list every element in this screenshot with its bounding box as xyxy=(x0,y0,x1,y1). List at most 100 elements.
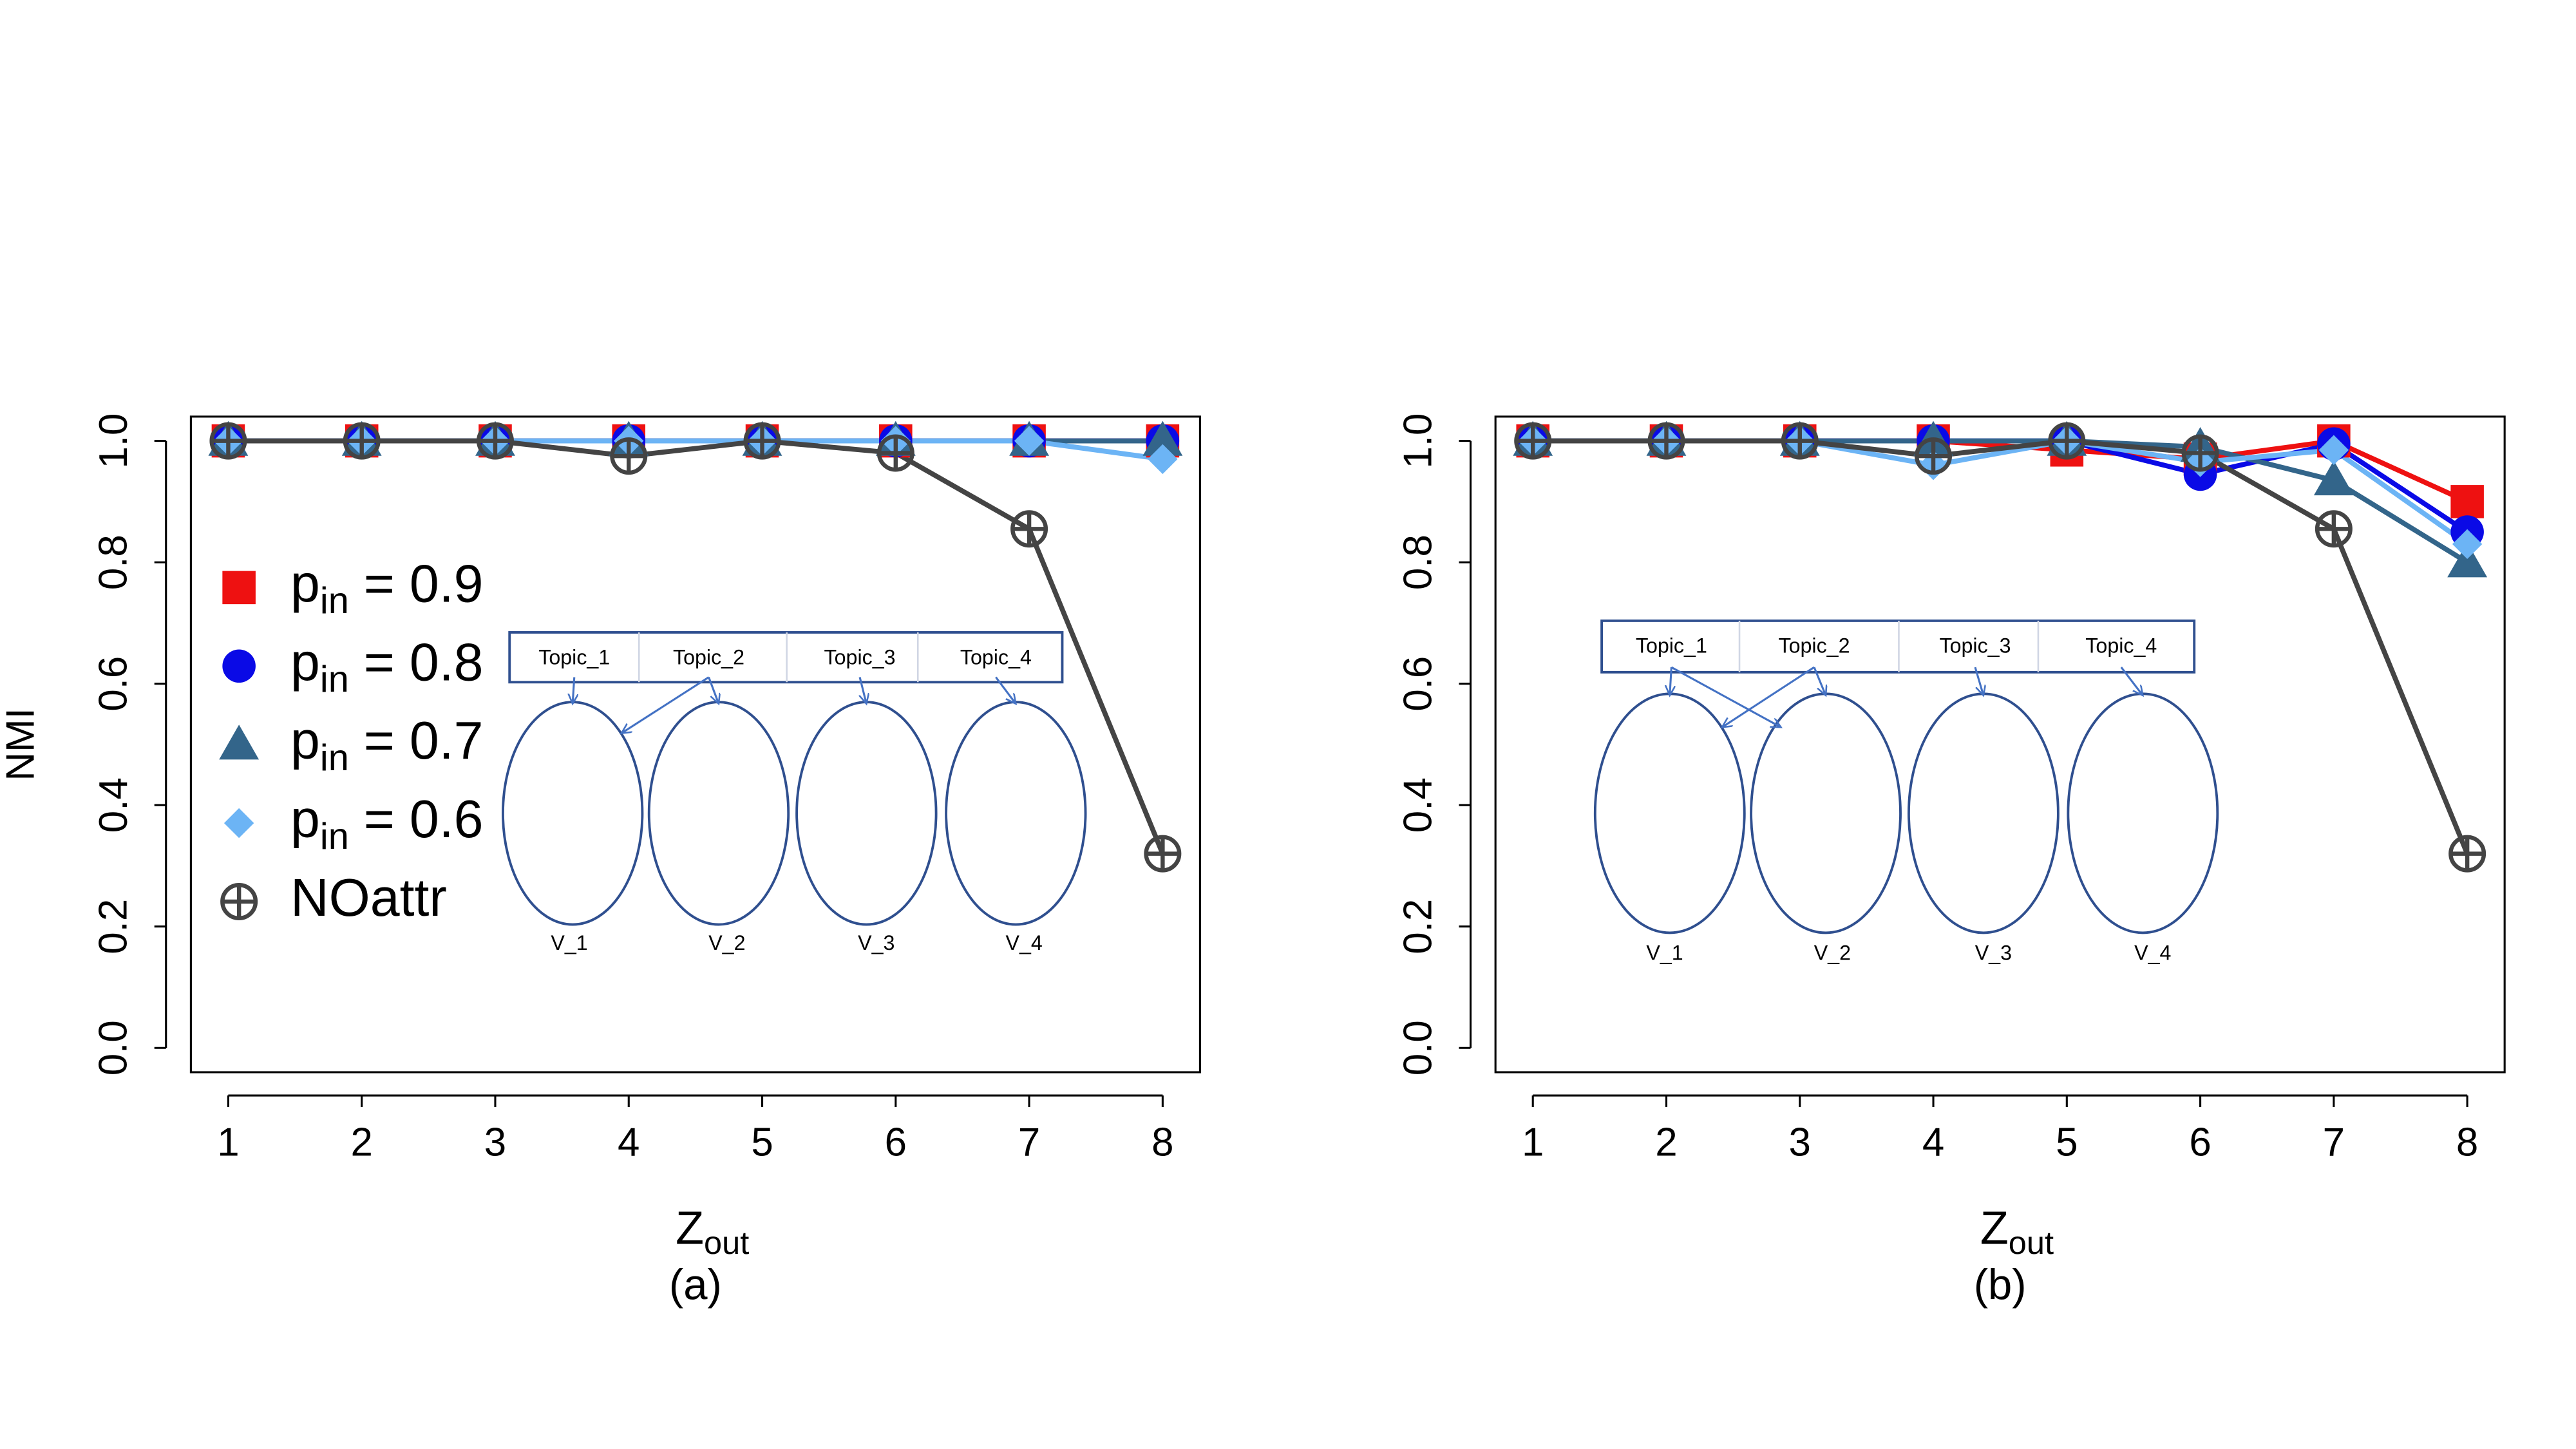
node-ellipse xyxy=(1593,692,1746,934)
node-ellipse xyxy=(501,701,644,926)
series-line xyxy=(1533,438,2470,855)
node-ellipse xyxy=(2067,692,2219,934)
y-tick-label: 0.6 xyxy=(1396,656,1441,712)
marker-diamond xyxy=(223,808,254,838)
marker-circle-plus xyxy=(610,437,648,475)
marker-circle-plus xyxy=(1915,437,1953,475)
y-tick-label: 0.2 xyxy=(91,899,136,954)
x-axis-label: Zout xyxy=(1980,1202,2054,1261)
marker-diamond xyxy=(2318,435,2349,465)
x-tick-label: 3 xyxy=(1789,1121,1811,1165)
y-tick-label: 0.4 xyxy=(91,777,136,833)
topic-label: Topic_4 xyxy=(960,646,1032,669)
topic-label: Topic_3 xyxy=(824,646,896,669)
plot-box xyxy=(1494,415,2506,1074)
x-tick-label: 4 xyxy=(1922,1121,1944,1165)
node-label: V_2 xyxy=(708,931,745,954)
x-tick-label: 8 xyxy=(2456,1121,2478,1165)
node-label: V_4 xyxy=(1006,931,1043,954)
subtitle: (b) xyxy=(1974,1261,2027,1309)
marker-triangle xyxy=(2313,460,2354,496)
subtitle: (a) xyxy=(669,1261,722,1309)
x-tick-label: 7 xyxy=(2323,1121,2345,1165)
marker-circle-plus xyxy=(1010,510,1048,548)
plot: 0.0 0.2 0.4 0.6 0.8 1.0 1 2 3 4 5 6 7 8 Zout(a) NMI Topi… xyxy=(0,413,1201,1309)
y-tick-label: 1.0 xyxy=(1396,413,1441,469)
marker-circle-plus xyxy=(2181,434,2219,472)
marker-circle-plus xyxy=(2048,422,2086,460)
topic-arrow xyxy=(708,677,719,704)
topic-arrow xyxy=(573,677,574,704)
y-tick-label: 0.8 xyxy=(1396,535,1441,590)
y-axis-label: NMI xyxy=(0,708,43,781)
y-tick-label: 0.0 xyxy=(91,1020,136,1075)
topic-arrow xyxy=(1974,667,1984,696)
series-line xyxy=(228,438,1165,855)
legend-label: NOattr xyxy=(290,868,447,927)
x-tick-label: 6 xyxy=(885,1121,907,1165)
node-ellipse xyxy=(1907,692,2060,934)
node-ellipse xyxy=(1750,692,1902,934)
marker-square xyxy=(2450,485,2484,518)
marker-circle xyxy=(222,649,256,683)
topic-arrow xyxy=(1671,666,1781,727)
node-ellipse xyxy=(647,701,790,926)
marker-circle-plus xyxy=(1647,422,1685,460)
x-tick-label: 3 xyxy=(484,1121,506,1165)
y-tick-label: 0.8 xyxy=(91,535,136,590)
x-tick-label: 4 xyxy=(618,1121,639,1165)
topic-arrow xyxy=(1813,667,1826,696)
x-tick-label: 7 xyxy=(1018,1121,1040,1165)
marker-circle-plus xyxy=(1514,422,1552,460)
topic-label: Topic_4 xyxy=(2085,634,2157,658)
topic-arrow xyxy=(621,676,710,734)
node-label: V_3 xyxy=(858,931,895,954)
marker-circle-plus xyxy=(2448,835,2486,873)
inset-diagram: Topic_1 Topic_2 Topic_3 Topic_4 V_1 V_2 V_3 V_4 xyxy=(501,631,1087,954)
x-tick-label: 2 xyxy=(351,1121,373,1165)
x-tick-label: 5 xyxy=(2056,1121,2078,1165)
marker-circle-plus xyxy=(1781,422,1819,460)
legend: pin = 0.9 pin = 0.8 pin = 0.7 pin = 0.6 NOat… xyxy=(219,554,483,927)
topic-label: Topic_3 xyxy=(1940,634,2011,658)
x-axis-label: Zout xyxy=(676,1202,749,1261)
topic-label: Topic_2 xyxy=(673,646,744,669)
marker-triangle xyxy=(219,724,260,760)
legend-label: pin = 0.9 xyxy=(290,554,483,621)
marker-circle-plus xyxy=(1144,835,1182,873)
topic-arrow xyxy=(1722,666,1815,727)
marker-diamond xyxy=(2452,529,2483,560)
marker-circle-plus xyxy=(2315,510,2353,548)
topic-arrow xyxy=(860,677,866,704)
legend-label: pin = 0.8 xyxy=(290,632,483,700)
marker-circle-plus xyxy=(209,422,247,460)
marker-diamond xyxy=(1148,444,1178,475)
node-label: V_4 xyxy=(2134,941,2171,964)
legend-label: pin = 0.7 xyxy=(290,711,483,779)
y-tick-label: 1.0 xyxy=(91,413,136,469)
node-ellipse xyxy=(795,701,938,926)
x-tick-label: 8 xyxy=(1151,1121,1173,1165)
topic-label: Topic_1 xyxy=(538,646,610,669)
x-tick-label: 6 xyxy=(2189,1121,2211,1165)
marker-circle-plus xyxy=(476,422,514,460)
topic-arrow xyxy=(2120,667,2143,696)
marker-diamond xyxy=(1014,426,1045,456)
x-tick-label: 1 xyxy=(217,1121,239,1165)
marker-square xyxy=(222,571,256,605)
x-tick-label: 5 xyxy=(751,1121,773,1165)
topic-arrow xyxy=(995,676,1016,704)
node-label: V_1 xyxy=(1646,941,1683,964)
node-ellipse xyxy=(945,701,1087,926)
y-tick-label: 0.6 xyxy=(91,656,136,712)
y-tick-label: 0.2 xyxy=(1396,899,1441,954)
node-label: V_1 xyxy=(551,931,587,954)
inset-diagram: Topic_1 Topic_2 Topic_3 Topic_4 V_1 V_2 V_3 V_4 xyxy=(1593,619,2219,964)
topic-label: Topic_2 xyxy=(1779,634,1850,658)
marker-triangle xyxy=(1142,421,1183,456)
y-tick-label: 0.4 xyxy=(1396,777,1441,833)
node-label: V_2 xyxy=(1814,941,1851,964)
plot: 0.0 0.2 0.4 0.6 0.8 1.0 1 2 3 4 5 6 7 8 Zout(b) Topic_1… xyxy=(1396,413,2506,1309)
